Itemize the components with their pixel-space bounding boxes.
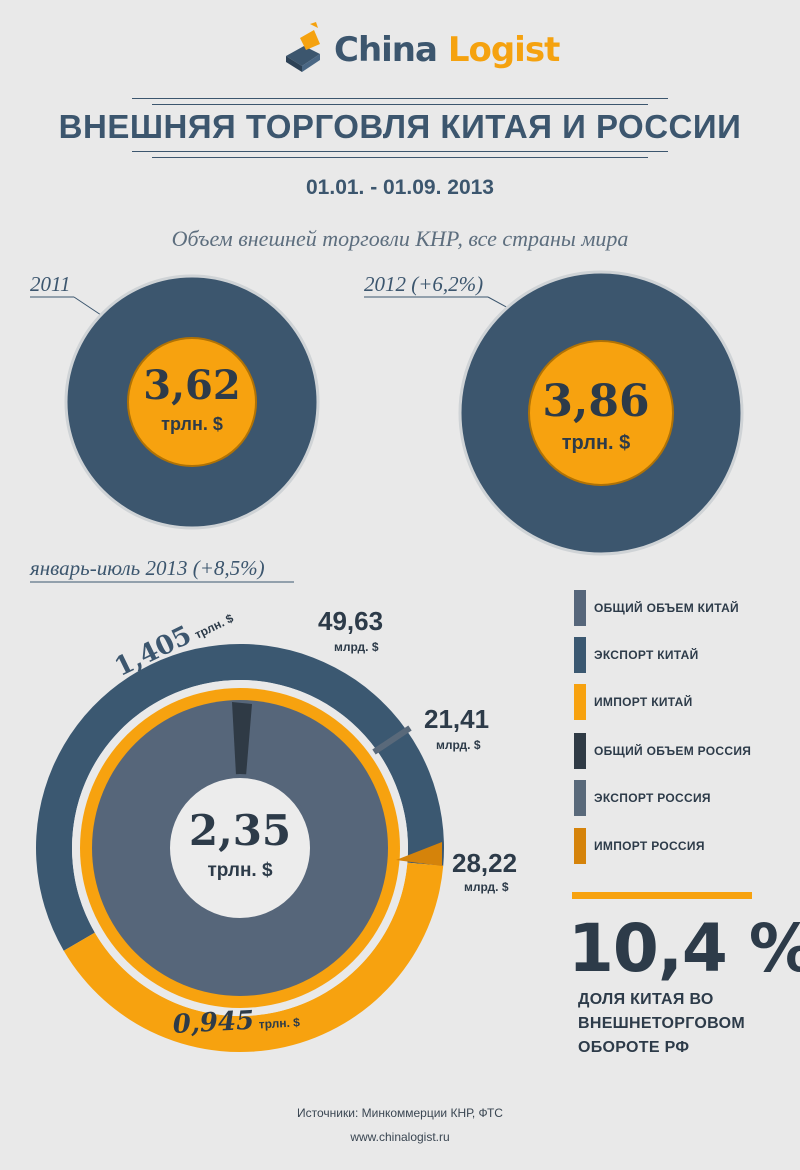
brand-name-part1: China — [334, 30, 438, 70]
outer-ring-export — [36, 644, 445, 951]
chart-2013-total-unit: трлн. $ — [207, 860, 273, 881]
chart-2012-value: 3,86 — [542, 376, 650, 427]
share-rule — [572, 892, 752, 899]
outer-ring-import — [63, 862, 444, 1052]
russia-import-wedge — [396, 842, 442, 866]
legend-swatch — [574, 780, 586, 816]
share-description: ДОЛЯ КИТАЯ ВО ВНЕШНЕТОРГОВОМ ОБОРОТЕ РФ — [578, 991, 746, 1056]
russia-export-tick — [372, 725, 412, 755]
legend-swatch — [574, 637, 586, 673]
subtitle: Объем внешней торговли КНР, все страны м… — [171, 226, 629, 251]
title-rule-top-2 — [152, 104, 648, 105]
chart-2011-label: 2011 — [30, 272, 71, 296]
share-value: 10,4 % — [568, 910, 800, 987]
chart-2012-label: 2012 (+6,2%) — [364, 272, 484, 296]
russia-import-unit: млрд. $ — [464, 880, 509, 894]
russia-total-value: 49,63 — [318, 606, 384, 636]
chart-2011-leader — [30, 296, 105, 318]
center-disc — [174, 782, 306, 914]
footer-sources: Источники: Минкоммерции КНР, ФТС — [297, 1106, 503, 1120]
russia-export-unit: млрд. $ — [436, 738, 481, 752]
legend-swatch — [574, 733, 586, 769]
legend-label: ОБЩИЙ ОБЪЕМ КИТАЙ — [594, 601, 739, 615]
chart-2013-label: январь-июль 2013 (+8,5%) — [30, 556, 265, 580]
page-title: ВНЕШНЯЯ ТОРГОВЛЯ КИТАЯ И РОССИИ — [58, 108, 742, 145]
chart-2012-donut — [458, 270, 744, 556]
brand-name-part2: Logist — [447, 30, 561, 70]
chart-2011-donut — [64, 274, 320, 530]
import-unit: трлн. $ — [258, 1015, 301, 1032]
chart-2011-inner — [127, 337, 257, 467]
chart-2012-inner — [528, 340, 674, 486]
title-rule-bottom-2 — [152, 157, 648, 158]
legend-label: ЭКСПОРТ КИТАЙ — [594, 648, 699, 662]
legend-label: ЭКСПОРТ РОССИЯ — [594, 791, 711, 805]
russia-total-unit: млрд. $ — [334, 640, 379, 654]
brand-name: China Logist — [334, 30, 561, 70]
import-value: 0,945 — [172, 1005, 255, 1040]
brand-logo: China Logist — [280, 20, 560, 80]
russia-export-value: 21,41 — [424, 704, 490, 734]
chart-2012-unit: трлн. $ — [561, 432, 631, 454]
legend-label: ИМПОРТ РОССИЯ — [594, 839, 705, 853]
legend-swatch — [574, 828, 586, 864]
footer-site[interactable]: www.chinalogist.ru — [350, 1130, 450, 1144]
title-rule-bottom-1 — [132, 151, 668, 152]
chart-2013-leader — [30, 581, 294, 583]
legend-label: ОБЩИЙ ОБЪЕМ РОССИЯ — [594, 744, 752, 758]
date-range: 01.01. - 01.09. 2013 — [306, 176, 494, 199]
logo-box-icon — [286, 22, 320, 72]
legend-label: ИМПОРТ КИТАЙ — [594, 695, 693, 709]
legend-swatch — [574, 590, 586, 626]
title-rule-top-1 — [132, 98, 668, 99]
chart-2013-total-value: 2,35 — [188, 806, 292, 855]
legend-swatch — [574, 684, 586, 720]
chart-2011-unit: трлн. $ — [161, 414, 223, 434]
chart-2013-donut — [36, 644, 445, 1052]
chart-2011-value: 3,62 — [143, 362, 241, 409]
russia-import-value: 28,22 — [452, 848, 518, 878]
